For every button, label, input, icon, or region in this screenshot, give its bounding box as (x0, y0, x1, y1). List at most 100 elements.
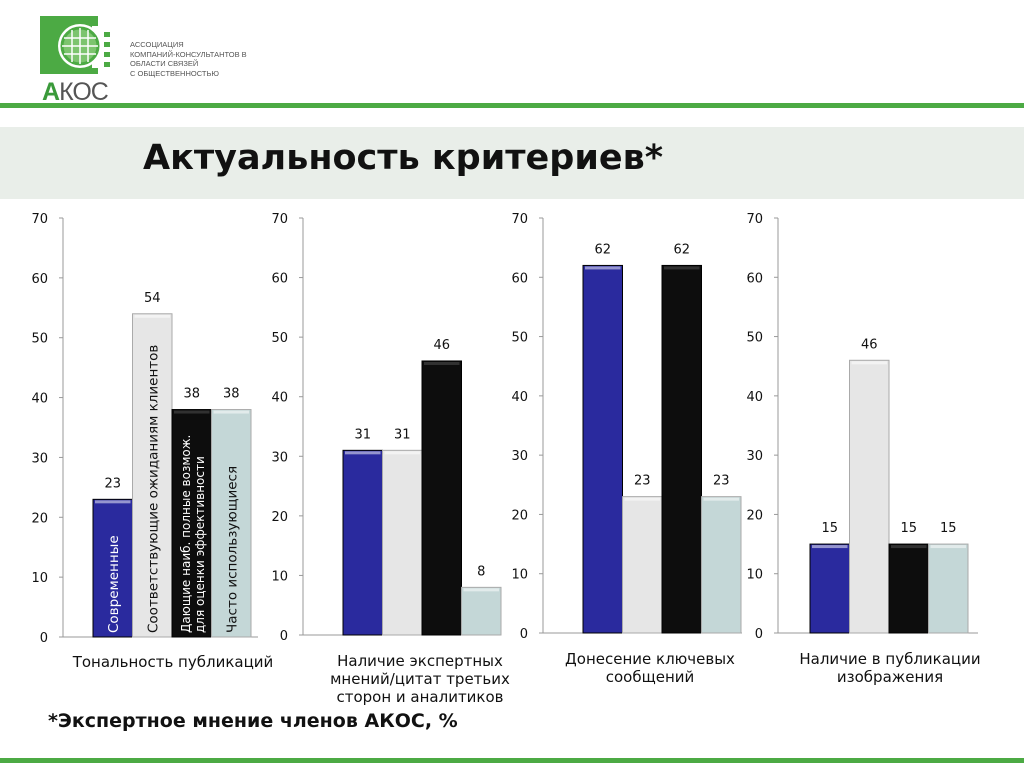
y-tick-label: 10 (746, 568, 763, 583)
chart-3-xlabel: Донесение ключевых сообщений (565, 650, 735, 686)
data-label: 38 (183, 387, 200, 402)
bar-highlight (95, 500, 131, 504)
bar-highlight (812, 545, 848, 549)
data-label: 31 (394, 427, 411, 442)
bar (342, 449, 383, 636)
bar-category-label: Соответствующие ожиданиям клиентов (145, 345, 161, 633)
bar (171, 409, 212, 638)
y-tick-label: 70 (271, 212, 288, 227)
y-tick-label: 20 (511, 508, 528, 523)
bottom-divider (0, 758, 1024, 763)
bar-highlight (213, 410, 249, 414)
chart-4-xlabel: Наличие в публикации изображения (799, 650, 981, 686)
data-label: 46 (433, 338, 450, 353)
bar-highlight (624, 497, 660, 501)
y-tick-label: 30 (271, 450, 288, 465)
logo-akos: АКОС (42, 78, 109, 107)
y-tick-label: 60 (31, 272, 48, 287)
bar-category-label: для оценки эффективности (193, 456, 207, 633)
y-tick-label: 30 (511, 449, 528, 464)
y-tick-label: 60 (511, 271, 528, 286)
bar (421, 360, 462, 636)
y-tick-label: 50 (271, 331, 288, 346)
bar-highlight (384, 451, 420, 455)
logo-text: АССОЦИАЦИЯ КОМПАНИЙ-КОНСУЛЬТАНТОВ В ОБЛА… (130, 40, 247, 78)
y-tick-label: 40 (31, 392, 48, 407)
y-tick-label: 0 (280, 629, 288, 644)
logo-akos-a: А (42, 78, 60, 106)
data-label: 15 (900, 521, 917, 536)
bar (661, 264, 702, 634)
bar-category-label: Часто использующиеся (224, 466, 240, 633)
bar (211, 409, 252, 638)
y-tick-label: 50 (511, 331, 528, 346)
bar-highlight (345, 451, 381, 455)
bar-highlight (463, 588, 499, 592)
y-tick-label: 20 (746, 508, 763, 523)
y-tick-label: 40 (271, 391, 288, 406)
logo-line: ОБЛАСТИ СВЯЗЕЙ (130, 59, 199, 68)
logo-line: КОМПАНИЙ-КОНСУЛЬТАНТОВ В (130, 49, 247, 59)
y-tick-label: 60 (271, 272, 288, 287)
data-label: 62 (594, 242, 611, 257)
data-label: 31 (354, 427, 371, 442)
bar (888, 543, 929, 634)
bar (701, 496, 742, 634)
bar (382, 449, 423, 636)
bar-highlight (424, 361, 460, 365)
y-tick-label: 60 (746, 271, 763, 286)
bar-highlight (664, 266, 700, 270)
bar-highlight (585, 266, 621, 270)
y-tick-label: 10 (511, 568, 528, 583)
y-tick-label: 0 (40, 631, 48, 646)
y-tick-label: 70 (511, 212, 528, 227)
y-tick-label: 70 (31, 212, 48, 227)
logo-globe-icon (40, 16, 112, 74)
y-tick-label: 10 (31, 571, 48, 586)
data-label: 23 (713, 474, 730, 489)
top-divider (0, 103, 1024, 108)
bar-category-label: Дающие наиб. полные возмож. (179, 435, 193, 633)
y-tick-label: 40 (511, 390, 528, 405)
bar-highlight (851, 361, 887, 365)
bar-highlight (134, 314, 170, 318)
logo-akos-rest: КОС (59, 78, 109, 106)
akos-logo: АССОЦИАЦИЯ КОМПАНИЙ-КОНСУЛЬТАНТОВ В ОБЛА… (22, 14, 262, 106)
y-tick-label: 50 (746, 331, 763, 346)
bar-highlight (891, 545, 927, 549)
footnote: *Экспертное мнение членов АКОС, % (48, 710, 458, 732)
chart-1-xlabel: Тональность публикаций (72, 653, 274, 671)
data-label: 15 (940, 521, 957, 536)
bar (928, 543, 969, 634)
logo-line: С ОБЩЕСТВЕННОСТЬЮ (130, 68, 219, 78)
bar-highlight (930, 545, 966, 549)
logo-line: АССОЦИАЦИЯ (130, 40, 184, 49)
y-tick-label: 0 (520, 627, 528, 642)
bar-category-label: Современные (106, 535, 122, 633)
bar (622, 496, 663, 634)
y-tick-label: 30 (746, 449, 763, 464)
bar (582, 264, 623, 634)
title-band (0, 127, 1024, 199)
y-tick-label: 50 (31, 332, 48, 347)
y-tick-label: 10 (271, 569, 288, 584)
data-label: 38 (223, 387, 240, 402)
y-tick-label: 20 (31, 511, 48, 526)
y-tick-label: 70 (746, 212, 763, 227)
data-label: 54 (144, 291, 161, 306)
data-label: 15 (821, 521, 838, 536)
data-label: 8 (477, 564, 485, 579)
y-tick-label: 40 (746, 390, 763, 405)
data-label: 62 (673, 242, 690, 257)
y-tick-label: 0 (755, 627, 763, 642)
y-tick-label: 20 (271, 510, 288, 525)
bar (461, 586, 502, 636)
bar-highlight (174, 410, 210, 414)
bar (132, 313, 173, 638)
data-label: 46 (861, 337, 878, 352)
bar (809, 543, 850, 634)
bar (849, 359, 890, 634)
bar-highlight (703, 497, 739, 501)
page-title: Актуальность критериев* (143, 138, 664, 178)
